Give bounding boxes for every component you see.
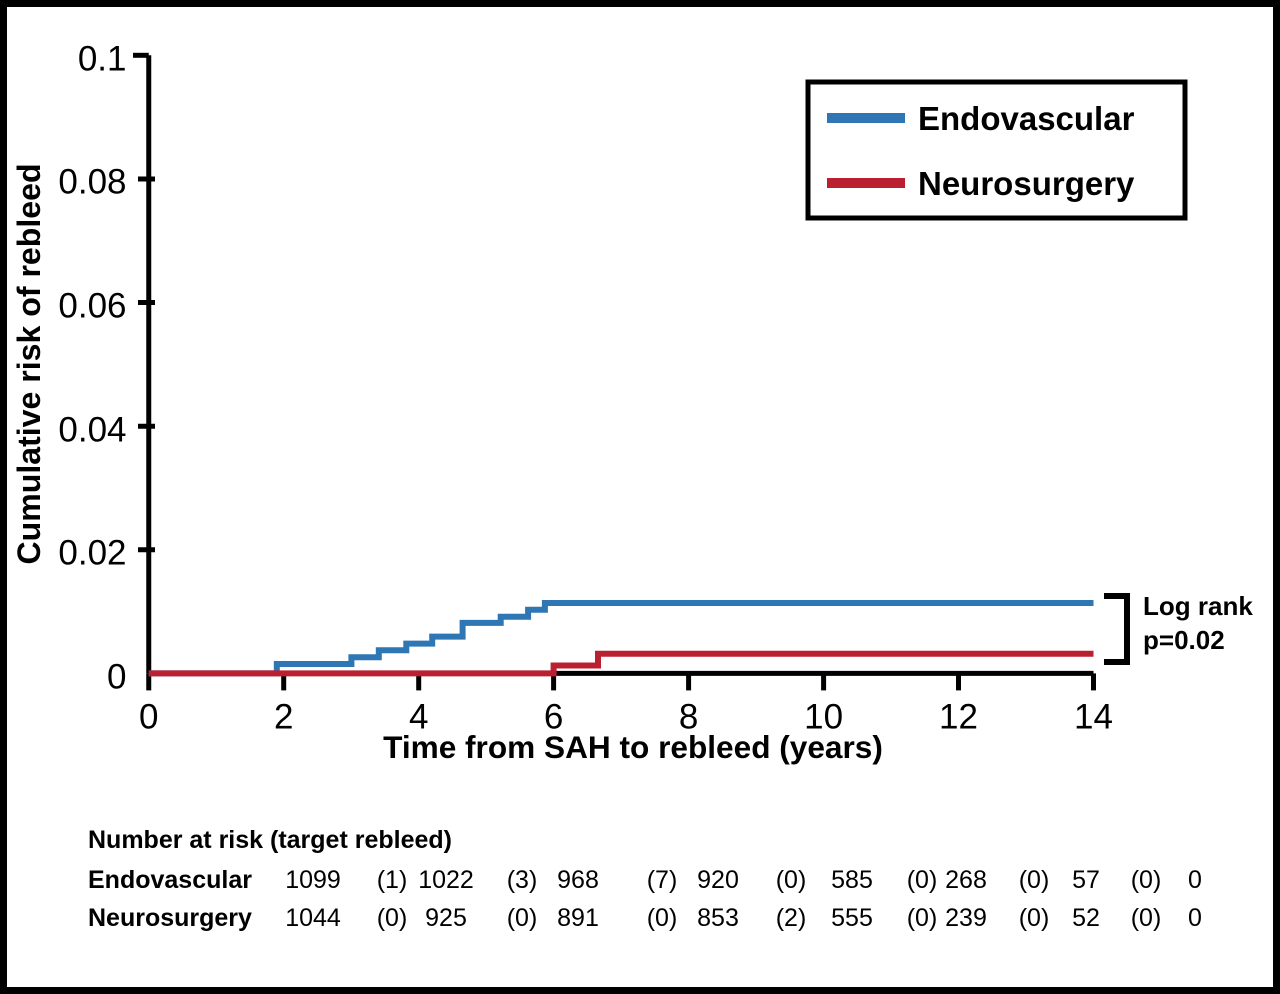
svg-text:12: 12: [939, 698, 978, 737]
svg-text:268: 268: [945, 866, 987, 894]
svg-text:Endovascular: Endovascular: [918, 100, 1135, 137]
svg-text:(0): (0): [907, 904, 938, 932]
svg-text:0.1: 0.1: [78, 40, 127, 79]
svg-text:57: 57: [1072, 866, 1100, 894]
svg-text:0: 0: [107, 658, 126, 697]
svg-text:Cumulative risk of rebleed: Cumulative risk of rebleed: [11, 163, 47, 564]
svg-text:(0): (0): [776, 866, 807, 894]
svg-text:Time from SAH to rebleed (year: Time from SAH to rebleed (years): [383, 729, 883, 765]
svg-text:1099: 1099: [285, 866, 341, 894]
svg-text:(0): (0): [1131, 866, 1162, 894]
svg-text:0: 0: [139, 698, 158, 737]
svg-text:1044: 1044: [285, 904, 341, 932]
svg-text:(0): (0): [377, 904, 408, 932]
svg-text:Neurosurgery: Neurosurgery: [918, 165, 1135, 202]
svg-text:52: 52: [1072, 904, 1100, 932]
svg-text:(0): (0): [1019, 866, 1050, 894]
svg-text:1022: 1022: [418, 866, 474, 894]
svg-text:920: 920: [697, 866, 739, 894]
svg-text:(0): (0): [1019, 904, 1050, 932]
svg-text:(0): (0): [1131, 904, 1162, 932]
svg-text:Log rank: Log rank: [1143, 591, 1253, 621]
svg-text:0.08: 0.08: [58, 163, 126, 202]
svg-text:239: 239: [945, 904, 987, 932]
svg-text:0.02: 0.02: [58, 534, 126, 573]
svg-text:0.04: 0.04: [58, 411, 126, 450]
svg-text:853: 853: [697, 904, 739, 932]
svg-text:Neurosurgery: Neurosurgery: [88, 904, 252, 932]
svg-text:925: 925: [425, 904, 467, 932]
svg-text:968: 968: [557, 866, 599, 894]
svg-text:585: 585: [831, 866, 873, 894]
svg-text:(0): (0): [647, 904, 678, 932]
svg-text:2: 2: [274, 698, 293, 737]
svg-text:555: 555: [831, 904, 873, 932]
svg-text:(7): (7): [647, 866, 678, 894]
svg-text:p=0.02: p=0.02: [1143, 625, 1225, 655]
svg-text:0: 0: [1188, 904, 1202, 932]
svg-text:(2): (2): [776, 904, 807, 932]
svg-text:(3): (3): [507, 866, 538, 894]
svg-text:Number at risk (target rebleed: Number at risk (target rebleed): [88, 826, 452, 854]
svg-text:0: 0: [1188, 866, 1202, 894]
svg-text:891: 891: [557, 904, 599, 932]
svg-text:Endovascular: Endovascular: [88, 866, 252, 894]
svg-text:14: 14: [1074, 698, 1113, 737]
svg-text:0.06: 0.06: [58, 287, 126, 326]
svg-text:(1): (1): [377, 866, 408, 894]
svg-text:(0): (0): [507, 904, 538, 932]
svg-text:(0): (0): [907, 866, 938, 894]
